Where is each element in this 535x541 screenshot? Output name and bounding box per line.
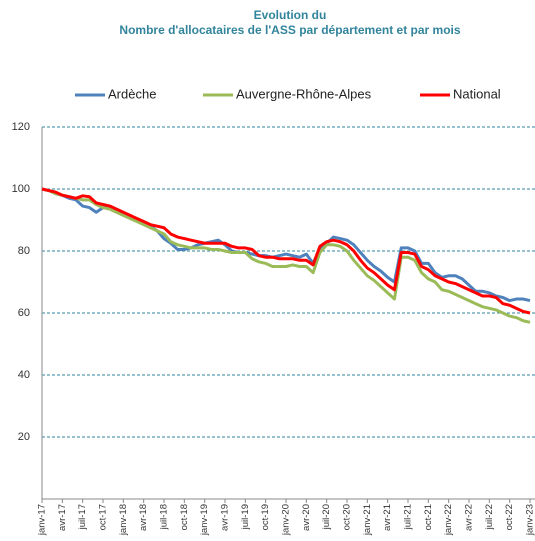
x-tick-label: janv-20: [281, 504, 292, 536]
x-tick-label: avr-21: [382, 504, 393, 531]
chart-title: Nombre d'allocataires de l'ASS par dépar…: [119, 23, 460, 37]
x-tick-label: janv-19: [199, 504, 210, 536]
x-tick-label: oct-21: [423, 504, 434, 530]
y-tick-label: 40: [18, 369, 30, 381]
x-tick-label: juil-17: [77, 504, 88, 530]
y-tick-label: 120: [12, 121, 30, 133]
x-tick-label: avr-20: [301, 504, 312, 531]
x-tick-label: juil-20: [321, 504, 332, 530]
series-line: [41, 187, 531, 315]
y-tick-label: 20: [18, 431, 30, 443]
x-tick-label: avr-19: [220, 504, 231, 531]
x-tick-label: oct-18: [179, 504, 190, 530]
y-tick-label: 100: [12, 183, 30, 195]
x-tick-label: juil-22: [484, 504, 495, 530]
x-tick-label: juil-21: [403, 504, 414, 530]
x-tick-label: juil-18: [159, 504, 170, 530]
chart-title: Evolution du: [254, 8, 327, 22]
x-tick-label: janv-22: [443, 504, 454, 536]
x-tick-label: oct-19: [260, 504, 271, 530]
y-tick-label: 80: [18, 245, 30, 257]
x-tick-label: avr-17: [57, 504, 68, 531]
x-tick-label: janv-17: [37, 504, 48, 536]
legend-label: Auvergne-Rhône-Alpes: [236, 86, 372, 101]
x-tick-label: juil-19: [240, 504, 251, 530]
series-line: [41, 187, 531, 324]
legend-label: National: [453, 86, 501, 101]
x-tick-label: janv-18: [118, 504, 129, 536]
x-tick-label: oct-20: [342, 504, 353, 530]
legend-label: Ardèche: [108, 86, 156, 101]
x-tick-label: oct-17: [98, 504, 109, 530]
x-tick-label: janv-21: [362, 504, 373, 536]
x-tick-label: avr-18: [138, 504, 149, 531]
x-tick-label: janv-23: [525, 504, 535, 536]
x-tick-label: oct-22: [504, 504, 515, 530]
y-tick-label: 60: [18, 307, 30, 319]
x-tick-label: avr-22: [464, 504, 475, 531]
